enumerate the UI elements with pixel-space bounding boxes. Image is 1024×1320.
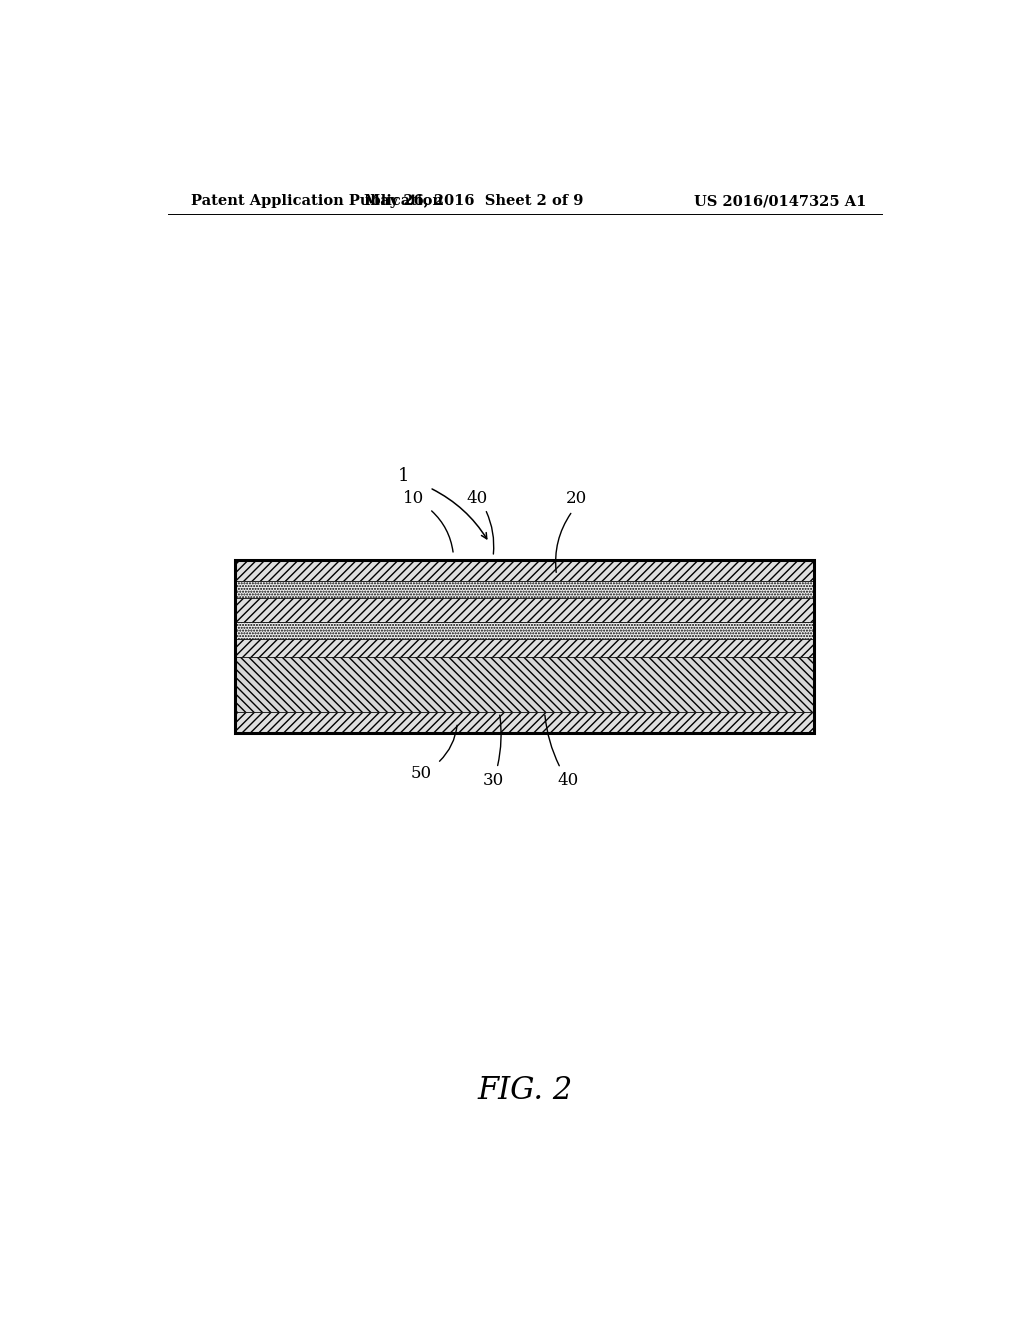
Text: May 26, 2016  Sheet 2 of 9: May 26, 2016 Sheet 2 of 9	[364, 194, 583, 209]
Bar	[236, 560, 814, 733]
Bar	[236, 656, 814, 711]
Text: 40: 40	[467, 491, 487, 507]
Bar	[236, 639, 814, 656]
Bar	[236, 711, 814, 733]
Bar	[236, 581, 814, 598]
Bar	[236, 598, 814, 622]
Text: US 2016/0147325 A1: US 2016/0147325 A1	[693, 194, 866, 209]
Text: 40: 40	[558, 772, 580, 789]
Text: 20: 20	[565, 491, 587, 507]
Bar	[236, 560, 814, 581]
Text: Patent Application Publication: Patent Application Publication	[191, 194, 443, 209]
Bar	[236, 560, 814, 733]
Text: 1: 1	[398, 466, 410, 484]
Bar	[236, 622, 814, 639]
Text: 30: 30	[482, 772, 504, 789]
Text: 10: 10	[403, 491, 424, 507]
Text: 50: 50	[411, 764, 432, 781]
Text: FIG. 2: FIG. 2	[477, 1074, 572, 1106]
